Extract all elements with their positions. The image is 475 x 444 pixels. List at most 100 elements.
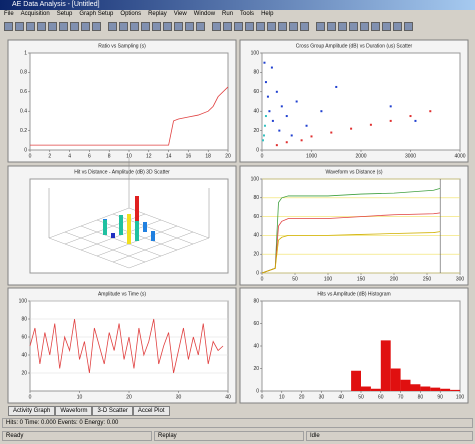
- menu-item[interactable]: Run: [222, 11, 234, 17]
- tab[interactable]: Accel Plot: [132, 406, 170, 416]
- tab[interactable]: 3-D Scatter: [92, 406, 133, 416]
- tab[interactable]: Waveform: [55, 406, 93, 416]
- x-tick-label: 12: [146, 153, 152, 159]
- toolbar-button[interactable]: [245, 21, 254, 31]
- x-tick-label: 150: [357, 276, 366, 282]
- data-point: [275, 144, 278, 147]
- chart-panel: Hit vs Distance - Amplitude (dB) 3D Scat…: [7, 158, 237, 286]
- y-tick-label: 100: [251, 50, 260, 56]
- toolbar-button[interactable]: [130, 21, 139, 31]
- toolbar-button[interactable]: [163, 21, 172, 31]
- x-tick-label: 0: [261, 276, 264, 282]
- x-tick-label: 14: [166, 153, 172, 159]
- y-tick-label: 0: [256, 388, 259, 394]
- toolbar-button[interactable]: [37, 21, 46, 31]
- toolbar-button[interactable]: [393, 21, 402, 31]
- menu-bar: File Acquisition Setup Graph Setup Options Re…: [0, 10, 273, 19]
- toolbar-button[interactable]: [174, 21, 183, 31]
- toolbar-button[interactable]: [404, 21, 413, 31]
- x-tick-label: 200: [390, 276, 399, 282]
- toolbar-button[interactable]: [316, 21, 325, 31]
- toolbar-button[interactable]: [256, 21, 265, 31]
- toolbar-button[interactable]: [141, 21, 150, 31]
- data-point: [262, 134, 265, 137]
- data-point: [389, 119, 392, 122]
- x-tick-label: 250: [423, 276, 432, 282]
- toolbar-button[interactable]: [185, 21, 194, 31]
- toolbar-button[interactable]: [360, 21, 369, 31]
- menu-item[interactable]: Help: [261, 11, 274, 17]
- menu-item[interactable]: Setup: [56, 11, 73, 17]
- y-tick-label: 0: [256, 147, 259, 153]
- plot-background: [261, 52, 461, 151]
- y-tick-label: 0.2: [20, 128, 27, 134]
- x-tick-label: 4000: [454, 153, 465, 159]
- y-tick-label: 60: [21, 334, 27, 340]
- tab[interactable]: Activity Graph: [8, 406, 56, 416]
- x-tick-label: 50: [358, 394, 364, 400]
- toolbar-button[interactable]: [81, 21, 90, 31]
- histogram-bar: [370, 388, 381, 391]
- status-cell: Replay: [154, 431, 304, 441]
- toolbar-button[interactable]: [327, 21, 336, 31]
- x-tick-label: 10: [126, 153, 132, 159]
- toolbar-button[interactable]: [234, 21, 243, 31]
- toolbar-button[interactable]: [70, 21, 79, 31]
- toolbar-button[interactable]: [289, 21, 298, 31]
- y-tick-label: 0.6: [20, 89, 27, 95]
- menu-item[interactable]: Replay: [148, 11, 167, 17]
- toolbar-button[interactable]: [119, 21, 128, 31]
- data-point: [320, 110, 323, 113]
- y-tick-label: 100: [251, 176, 260, 182]
- data-line: [29, 318, 224, 374]
- menu-item[interactable]: View: [173, 11, 187, 17]
- menu-item[interactable]: Options: [120, 11, 142, 17]
- toolbar-button[interactable]: [338, 21, 347, 31]
- chart-title: Amplitude vs Time (s): [98, 291, 146, 297]
- x-tick-label: 50: [292, 276, 298, 282]
- title-bar: AE Data Analysis - [Untitled]: [0, 0, 475, 10]
- toolbar-button[interactable]: [212, 21, 221, 31]
- menu-item[interactable]: Graph Setup: [79, 11, 114, 17]
- menu-item[interactable]: Window: [193, 11, 216, 17]
- plot-background: [29, 300, 229, 392]
- toolbar-button[interactable]: [59, 21, 68, 31]
- histogram-bar: [361, 386, 371, 391]
- toolbar-button[interactable]: [4, 21, 13, 31]
- data-point: [266, 95, 269, 98]
- menu-item[interactable]: Acquisition: [20, 11, 50, 17]
- toolbar-button[interactable]: [349, 21, 358, 31]
- toolbar-button[interactable]: [48, 21, 57, 31]
- toolbar-button[interactable]: [223, 21, 232, 31]
- toolbar-button[interactable]: [371, 21, 380, 31]
- x-tick-label: 2000: [355, 153, 366, 159]
- toolbar-button[interactable]: [267, 21, 276, 31]
- y-tick-label: 1: [24, 50, 27, 56]
- status-cell: Ready: [2, 431, 152, 441]
- toolbar-button[interactable]: [300, 21, 309, 31]
- data-point: [429, 110, 432, 113]
- status-cell: Idle: [306, 431, 473, 441]
- toolbar-button[interactable]: [92, 21, 101, 31]
- toolbar-button[interactable]: [196, 21, 205, 31]
- toolbar-button[interactable]: [152, 21, 161, 31]
- x-tick-label: 0: [29, 153, 32, 159]
- toolbar-button[interactable]: [26, 21, 35, 31]
- toolbar-button[interactable]: [382, 21, 391, 31]
- toolbar-button[interactable]: [108, 21, 117, 31]
- menu-item[interactable]: Tools: [240, 11, 255, 17]
- toolbar-button[interactable]: [278, 21, 287, 31]
- x-tick-label: 80: [418, 394, 424, 400]
- chart-panel: Waveform vs Distance (s)0 50 100 150 200 250 3…: [239, 165, 469, 286]
- floor-grid: [48, 237, 130, 269]
- data-point: [285, 141, 288, 144]
- chart-panel: Ratio vs Sampling (s) 0 2 4 6 8 10 12 14 16 18 20 0 0…: [7, 39, 237, 163]
- toolbar-button[interactable]: [15, 21, 24, 31]
- data-point: [264, 81, 267, 84]
- data-point: [350, 127, 353, 130]
- menu-item[interactable]: File: [4, 11, 14, 17]
- y-tick-label: 20: [21, 370, 27, 376]
- data-point: [414, 119, 417, 122]
- data-point: [261, 139, 264, 142]
